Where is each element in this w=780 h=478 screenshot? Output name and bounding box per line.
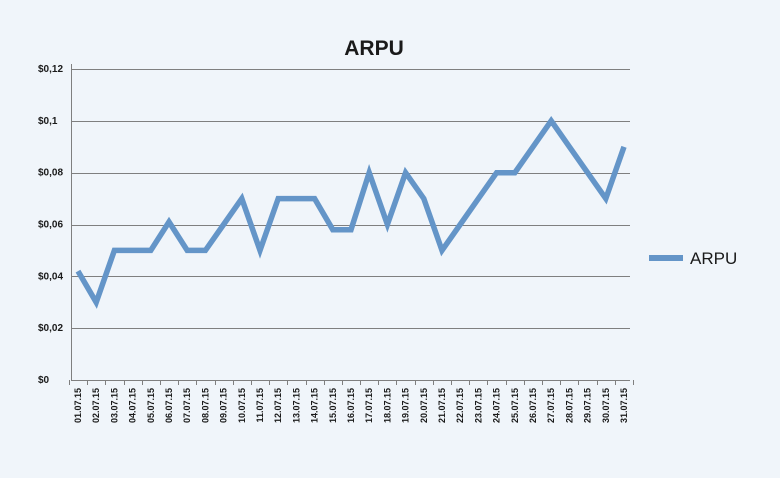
x-tick-label: 28.07.15 (564, 388, 574, 423)
x-tick-label: 14.07.15 (310, 388, 320, 423)
x-tick-label: 12.07.15 (273, 388, 283, 423)
x-tick-label: 05.07.15 (146, 388, 156, 423)
series-layer (75, 116, 627, 309)
x-tick-label: 31.07.15 (619, 388, 629, 423)
x-tick-label: 08.07.15 (200, 388, 210, 423)
x-tick-label: 01.07.15 (73, 388, 83, 423)
y-tick-label: $0,06 (38, 220, 63, 231)
x-tick-label: 11.07.15 (255, 388, 265, 423)
x-tick-label: 09.07.15 (219, 388, 229, 423)
x-tick-label: 21.07.15 (437, 388, 447, 423)
x-tick-label: 16.07.15 (346, 388, 356, 423)
x-tick-label: 29.07.15 (583, 388, 593, 423)
y-tick-label: $0,02 (38, 323, 63, 334)
legend: ARPU (649, 249, 737, 268)
x-tick-label: 30.07.15 (601, 388, 611, 423)
x-tick-label: 17.07.15 (364, 388, 374, 423)
x-tick-label: 26.07.15 (528, 388, 538, 423)
x-tick-label: 03.07.15 (109, 388, 119, 423)
x-tick-label: 18.07.15 (382, 388, 392, 423)
x-tick-label: 19.07.15 (401, 388, 411, 423)
y-tick-label: $0,04 (38, 271, 63, 282)
grid-layer (71, 69, 630, 329)
x-tick-label: 07.07.15 (182, 388, 192, 423)
y-tick-label: $0,12 (38, 64, 63, 75)
x-tick-label: 13.07.15 (291, 388, 301, 423)
x-tick-label: 25.07.15 (510, 388, 520, 423)
x-axis-ticks: 01.07.15 02.07.15 03.07.15 04.07.15 05.07.15… (73, 388, 629, 423)
x-tick-label: 02.07.15 (91, 388, 101, 423)
y-axis-ticks: $0 $0,02 $0,04 $0,06 $0,08 $0,1 $0,12 (38, 64, 63, 386)
x-tick-label: 10.07.15 (237, 388, 247, 423)
chart-title: ARPU (344, 37, 404, 60)
x-tick-label: 22.07.15 (455, 388, 465, 423)
series-line-arpu (75, 116, 627, 309)
y-tick-label: $0,1 (38, 116, 58, 127)
axis-layer (69, 64, 634, 385)
x-tick-label: 24.07.15 (492, 388, 502, 423)
x-tick-label: 23.07.15 (473, 388, 483, 423)
x-tick-label: 27.07.15 (546, 388, 556, 423)
x-tick-label: 06.07.15 (164, 388, 174, 423)
x-tick-label: 04.07.15 (128, 388, 138, 423)
x-tick-label: 20.07.15 (419, 388, 429, 423)
y-tick-label: $0,08 (38, 168, 63, 179)
legend-label-arpu: ARPU (690, 249, 737, 268)
y-tick-label: $0 (38, 375, 50, 386)
x-tick-label: 15.07.15 (328, 388, 338, 423)
